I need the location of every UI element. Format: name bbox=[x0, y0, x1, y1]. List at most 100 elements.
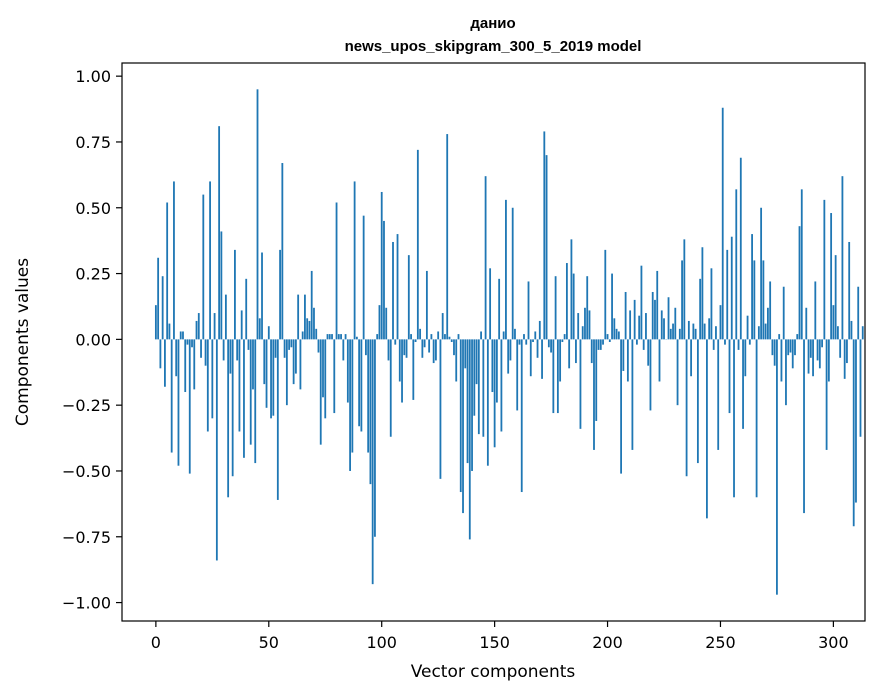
bar-231 bbox=[676, 339, 679, 406]
bar-310 bbox=[855, 339, 857, 503]
bar-38 bbox=[240, 310, 243, 340]
bar-276 bbox=[778, 334, 781, 340]
bar-34 bbox=[231, 339, 234, 477]
bar-202 bbox=[611, 273, 613, 340]
bar-296 bbox=[823, 199, 826, 340]
bar-302 bbox=[837, 326, 839, 340]
bar-77 bbox=[328, 334, 331, 340]
bar-214 bbox=[638, 315, 641, 340]
bar-192 bbox=[588, 310, 591, 340]
bar-228 bbox=[669, 328, 672, 340]
bar-150 bbox=[493, 339, 496, 448]
bar-59 bbox=[288, 339, 291, 350]
bar-39 bbox=[243, 339, 245, 458]
bar-132 bbox=[453, 339, 455, 356]
bar-268 bbox=[760, 207, 763, 340]
bar-171 bbox=[541, 339, 543, 379]
bar-1 bbox=[157, 257, 160, 340]
bar-203 bbox=[613, 318, 616, 340]
bar-135 bbox=[459, 339, 462, 493]
bar-29 bbox=[220, 231, 223, 340]
bar-304 bbox=[841, 176, 844, 340]
bar-71 bbox=[315, 328, 318, 340]
bar-166 bbox=[529, 339, 532, 377]
bar-293 bbox=[816, 339, 819, 361]
bar-219 bbox=[649, 339, 652, 411]
bar-238 bbox=[692, 323, 695, 340]
bar-107 bbox=[396, 234, 399, 340]
bar-182 bbox=[565, 263, 568, 340]
bar-195 bbox=[595, 339, 598, 421]
bar-25 bbox=[211, 339, 214, 419]
bar-179 bbox=[559, 339, 562, 382]
bar-63 bbox=[297, 294, 300, 340]
bar-110 bbox=[403, 339, 406, 356]
bar-51 bbox=[270, 339, 272, 419]
bar-305 bbox=[843, 339, 846, 379]
bar-50 bbox=[267, 326, 270, 340]
bar-215 bbox=[640, 265, 643, 340]
bar-70 bbox=[313, 307, 315, 340]
bar-114 bbox=[412, 339, 415, 400]
bar-121 bbox=[428, 339, 431, 353]
bar-280 bbox=[787, 339, 790, 356]
bar-54 bbox=[276, 339, 279, 500]
bar-131 bbox=[450, 339, 453, 342]
bar-88 bbox=[353, 181, 356, 340]
bar-212 bbox=[633, 299, 636, 340]
bar-188 bbox=[579, 339, 582, 429]
bar-211 bbox=[631, 339, 634, 450]
bar-19 bbox=[197, 313, 200, 340]
bar-158 bbox=[511, 207, 514, 340]
bar-198 bbox=[602, 339, 604, 345]
bar-128 bbox=[444, 334, 446, 340]
bar-90 bbox=[358, 339, 361, 427]
bar-115 bbox=[414, 339, 417, 342]
bar-172 bbox=[543, 131, 546, 340]
bar-257 bbox=[735, 189, 738, 340]
bar-92 bbox=[362, 215, 365, 340]
bar-250 bbox=[719, 305, 722, 340]
bar-263 bbox=[748, 339, 751, 345]
x-tick-label-0: 0 bbox=[151, 633, 161, 652]
bar-264 bbox=[751, 234, 753, 340]
bar-169 bbox=[536, 339, 539, 358]
bar-35 bbox=[234, 249, 236, 340]
bar-294 bbox=[818, 339, 821, 369]
bar-62 bbox=[294, 339, 297, 374]
bar-207 bbox=[622, 339, 625, 371]
bar-86 bbox=[349, 339, 351, 471]
bar-124 bbox=[435, 339, 437, 361]
bar-244 bbox=[706, 339, 708, 519]
bar-84 bbox=[344, 334, 347, 340]
bar-281 bbox=[789, 339, 792, 353]
bar-102 bbox=[385, 307, 388, 340]
bar-190 bbox=[584, 307, 586, 340]
x-axis-label: Vector components bbox=[411, 662, 576, 682]
bar-31 bbox=[224, 294, 227, 340]
bar-197 bbox=[599, 339, 602, 350]
bar-89 bbox=[355, 336, 358, 340]
bar-145 bbox=[482, 339, 485, 437]
bar-104 bbox=[389, 339, 392, 437]
bar-289 bbox=[807, 339, 810, 374]
bar-57 bbox=[283, 339, 286, 358]
bar-196 bbox=[597, 339, 600, 350]
bar-98 bbox=[376, 334, 379, 340]
bar-240 bbox=[696, 339, 699, 464]
y-tick-label-5: −0.25 bbox=[62, 396, 111, 415]
bar-126 bbox=[439, 339, 442, 479]
bar-144 bbox=[480, 331, 482, 340]
bar-253 bbox=[726, 249, 729, 340]
chart-title-line-2: news_upos_skipgram_300_5_2019 model bbox=[345, 38, 642, 55]
plot-frame bbox=[121, 62, 866, 622]
bar-174 bbox=[547, 339, 550, 348]
bar-120 bbox=[425, 270, 428, 340]
bar-133 bbox=[455, 339, 458, 382]
bar-79 bbox=[333, 339, 336, 414]
bar-223 bbox=[658, 339, 661, 382]
bar-155 bbox=[505, 199, 507, 340]
bar-262 bbox=[746, 315, 749, 340]
bar-283 bbox=[794, 339, 796, 356]
